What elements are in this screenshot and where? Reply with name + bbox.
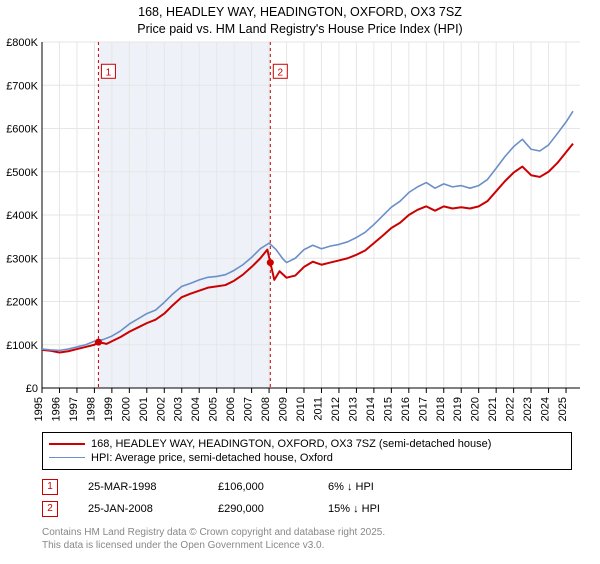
- svg-text:2007: 2007: [243, 397, 255, 421]
- svg-text:2017: 2017: [417, 397, 429, 421]
- title-line-2: Price paid vs. HM Land Registry's House …: [0, 21, 600, 38]
- price-chart: £0 £100K £200K £300K £400K £500K £600K £700K £80…: [0, 38, 600, 428]
- svg-text:2003: 2003: [173, 397, 185, 421]
- sales-row: 1 25-MAR-1998 £106,000 6% ↓ HPI: [42, 476, 572, 498]
- svg-text:£100K: £100K: [6, 340, 38, 352]
- attribution-line-1: Contains HM Land Registry data © Crown c…: [42, 526, 572, 539]
- svg-text:1995: 1995: [33, 397, 45, 421]
- sale-price: £106,000: [218, 481, 298, 493]
- attribution: Contains HM Land Registry data © Crown c…: [42, 526, 572, 552]
- legend-swatch: [49, 457, 85, 458]
- svg-text:£200K: £200K: [6, 296, 38, 308]
- svg-text:2016: 2016: [400, 397, 412, 421]
- svg-text:2013: 2013: [347, 397, 359, 421]
- svg-text:2022: 2022: [505, 397, 517, 421]
- attribution-line-2: This data is licensed under the Open Gov…: [42, 539, 572, 552]
- sale-marker: 1: [42, 479, 58, 495]
- svg-text:£0: £0: [26, 383, 38, 395]
- svg-text:2025: 2025: [557, 397, 569, 421]
- sale-price: £290,000: [218, 503, 298, 515]
- svg-text:£300K: £300K: [6, 253, 38, 265]
- legend-swatch: [49, 443, 85, 445]
- chart-title: 168, HEADLEY WAY, HEADINGTON, OXFORD, OX…: [0, 4, 600, 38]
- legend-item: HPI: Average price, semi-detached house,…: [49, 451, 565, 465]
- svg-text:2006: 2006: [225, 397, 237, 421]
- svg-text:£600K: £600K: [6, 123, 38, 135]
- svg-text:2010: 2010: [295, 397, 307, 421]
- legend: 168, HEADLEY WAY, HEADINGTON, OXFORD, OX…: [42, 432, 572, 470]
- sale-delta: 15% ↓ HPI: [328, 503, 380, 515]
- svg-text:2011: 2011: [312, 397, 324, 421]
- sale-delta: 6% ↓ HPI: [328, 481, 374, 493]
- svg-text:2001: 2001: [138, 397, 150, 421]
- svg-text:2019: 2019: [452, 397, 464, 421]
- svg-text:£400K: £400K: [6, 210, 38, 222]
- sales-row: 2 25-JAN-2008 £290,000 15% ↓ HPI: [42, 498, 572, 520]
- svg-text:1: 1: [106, 67, 112, 78]
- svg-text:1999: 1999: [103, 397, 115, 421]
- svg-text:£500K: £500K: [6, 167, 38, 179]
- legend-label: HPI: Average price, semi-detached house,…: [91, 452, 333, 464]
- title-line-1: 168, HEADLEY WAY, HEADINGTON, OXFORD, OX…: [0, 4, 600, 21]
- svg-text:2009: 2009: [278, 397, 290, 421]
- svg-text:2018: 2018: [435, 397, 447, 421]
- svg-text:2015: 2015: [382, 397, 394, 421]
- svg-text:2: 2: [278, 67, 284, 78]
- svg-text:2002: 2002: [155, 397, 167, 421]
- svg-text:2005: 2005: [208, 397, 220, 421]
- sale-date: 25-JAN-2008: [88, 503, 188, 515]
- sale-date: 25-MAR-1998: [88, 481, 188, 493]
- svg-text:£800K: £800K: [6, 38, 38, 49]
- svg-text:2012: 2012: [330, 397, 342, 421]
- svg-text:£700K: £700K: [6, 80, 38, 92]
- svg-text:2021: 2021: [487, 397, 499, 421]
- svg-text:2008: 2008: [260, 397, 272, 421]
- legend-item: 168, HEADLEY WAY, HEADINGTON, OXFORD, OX…: [49, 437, 565, 451]
- svg-text:2004: 2004: [190, 397, 202, 421]
- svg-text:2000: 2000: [120, 397, 132, 421]
- legend-label: 168, HEADLEY WAY, HEADINGTON, OXFORD, OX…: [91, 438, 491, 450]
- svg-text:2023: 2023: [522, 397, 534, 421]
- sale-marker: 2: [42, 501, 58, 517]
- svg-text:2024: 2024: [540, 397, 552, 421]
- svg-text:2014: 2014: [365, 397, 377, 421]
- svg-text:1997: 1997: [68, 397, 80, 421]
- sales-table: 1 25-MAR-1998 £106,000 6% ↓ HPI 2 25-JAN-2008…: [42, 476, 572, 520]
- svg-text:1996: 1996: [50, 397, 62, 421]
- svg-text:2020: 2020: [470, 397, 482, 421]
- svg-text:1998: 1998: [85, 397, 97, 421]
